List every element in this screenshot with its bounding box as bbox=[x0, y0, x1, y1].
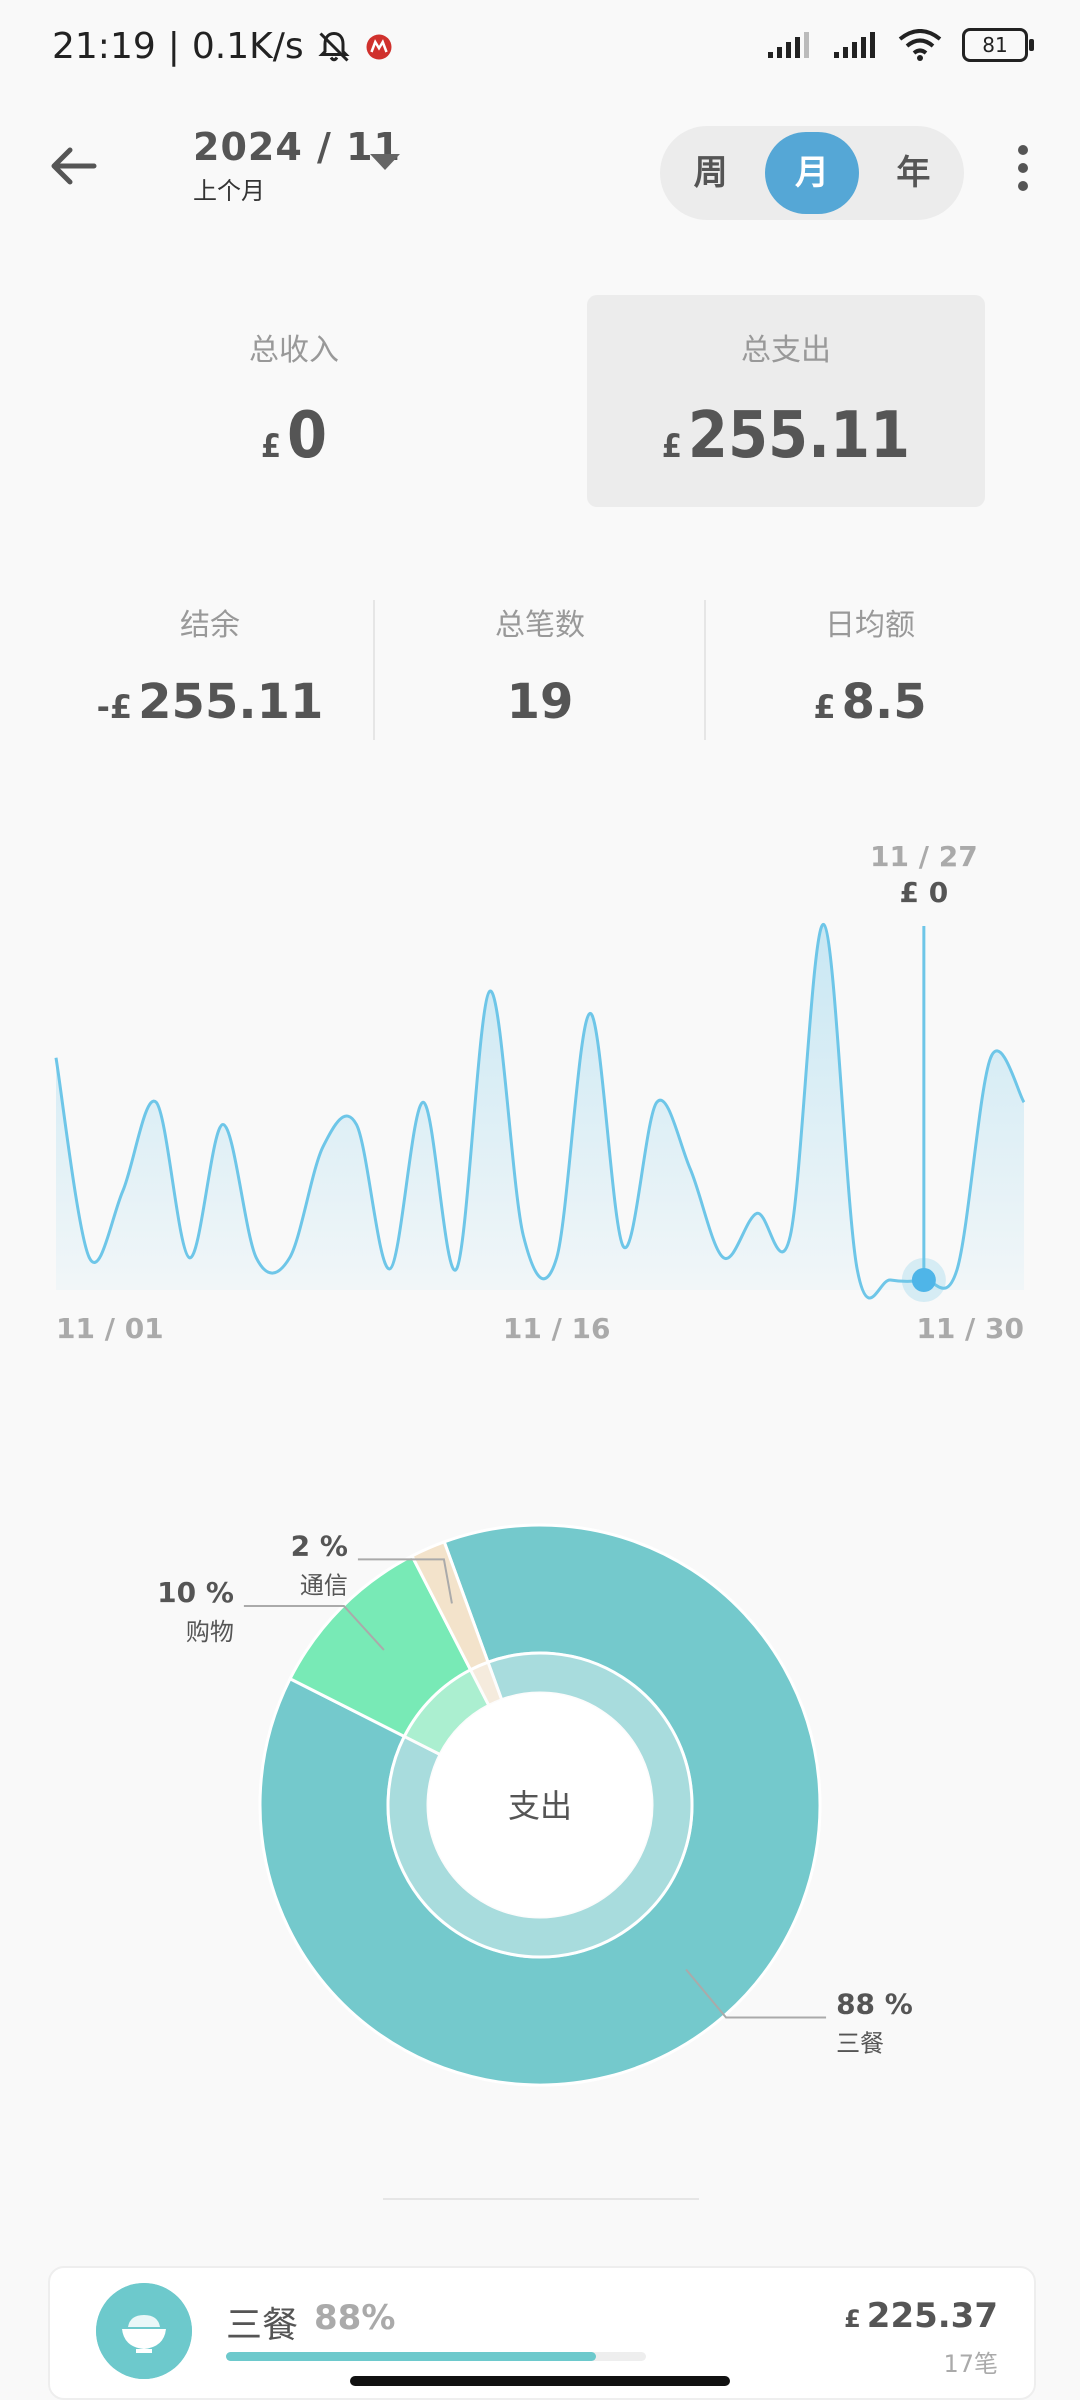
category-donut-chart[interactable]: 支出 88 % 三餐 10 % 购物 2 % 通信 bbox=[0, 1470, 1080, 2110]
stat-balance: 结余 -£ 255.11 bbox=[45, 600, 375, 730]
slice-name-label: 三餐 bbox=[836, 2030, 884, 2058]
income-currency: £ bbox=[260, 427, 281, 465]
status-time: 21:19 bbox=[52, 26, 156, 67]
rice-bowl-icon bbox=[96, 2283, 192, 2379]
category-currency: £ bbox=[844, 2305, 861, 2333]
status-speed: 0.1K/s bbox=[191, 26, 304, 67]
tooltip-value: £ 0 bbox=[900, 876, 949, 909]
daily-expense-line-chart[interactable]: 11 / 27£ 0 11 / 01 11 / 16 11 / 30 bbox=[0, 820, 1080, 1360]
slice-percent-label: 10 % bbox=[157, 1576, 234, 1609]
stats-row: 结余 -£ 255.11 总笔数 19 日均额 £8.5 bbox=[0, 600, 1080, 740]
category-progress-track bbox=[226, 2352, 646, 2361]
status-left: 21:19 | 0.1K/s bbox=[52, 26, 394, 67]
daily-label: 日均额 bbox=[825, 608, 915, 643]
donut-hole bbox=[428, 1693, 652, 1917]
stat-count: 总笔数 19 bbox=[375, 600, 705, 730]
daily-amount: 8.5 bbox=[841, 674, 927, 730]
stat-daily: 日均额 £8.5 bbox=[705, 600, 1035, 730]
more-vertical-icon[interactable] bbox=[1010, 138, 1036, 198]
x-tick-label: 11 / 16 bbox=[503, 1312, 611, 1345]
income-card[interactable]: 总收入 £0 bbox=[95, 295, 493, 507]
balance-prefix: -£ bbox=[96, 688, 133, 726]
dropdown-triangle-icon[interactable] bbox=[368, 152, 402, 172]
category-amount: £225.37 bbox=[844, 2296, 998, 2336]
expense-card[interactable]: 总支出 £255.11 bbox=[587, 295, 985, 507]
slice-name-label: 购物 bbox=[186, 1618, 234, 1646]
x-tick-label: 11 / 30 bbox=[916, 1312, 1024, 1345]
tab-month[interactable]: 月 bbox=[764, 132, 859, 214]
date-subtitle: 上个月 bbox=[193, 177, 265, 205]
x-tick-label: 11 / 01 bbox=[56, 1312, 164, 1345]
slice-percent-label: 88 % bbox=[836, 1988, 913, 2021]
category-count: 17笔 bbox=[943, 2350, 998, 2378]
daily-value: £8.5 bbox=[705, 674, 1035, 730]
period-switcher: 周 月 年 bbox=[660, 126, 964, 220]
bell-off-icon bbox=[318, 31, 350, 62]
bank-app-icon bbox=[366, 34, 392, 59]
home-indicator[interactable] bbox=[350, 2376, 730, 2386]
expense-currency: £ bbox=[661, 427, 682, 465]
income-amount: 0 bbox=[286, 399, 328, 473]
slice-name-label: 通信 bbox=[300, 1571, 348, 1599]
category-progress-fill bbox=[226, 2352, 596, 2361]
expense-value: £255.11 bbox=[587, 399, 985, 473]
income-label: 总收入 bbox=[249, 333, 339, 368]
leader-line bbox=[243, 1604, 385, 1651]
balance-value: -£ 255.11 bbox=[45, 674, 375, 730]
status-separator: | bbox=[167, 26, 180, 67]
date-picker[interactable]: 2024 / 11 上个月 bbox=[193, 125, 401, 206]
balance-amount: 255.11 bbox=[138, 674, 324, 730]
highlight-point[interactable] bbox=[911, 1268, 936, 1292]
status-right: 81 bbox=[766, 28, 1034, 62]
expense-label: 总支出 bbox=[741, 333, 831, 368]
count-label: 总笔数 bbox=[495, 608, 585, 643]
balance-label: 结余 bbox=[180, 608, 240, 643]
chart-area bbox=[56, 924, 1024, 1298]
slice-percent-label: 2 % bbox=[291, 1529, 348, 1562]
daily-prefix: £ bbox=[813, 688, 836, 726]
stat-divider bbox=[704, 600, 706, 740]
donut-center-label: 支出 bbox=[508, 1787, 572, 1825]
category-name: 三餐 bbox=[226, 2305, 299, 2346]
back-arrow-icon[interactable] bbox=[44, 136, 104, 196]
status-bar: 21:19 | 0.1K/s 81 bbox=[0, 0, 1080, 100]
header: 2024 / 11 上个月 周 月 年 bbox=[0, 120, 1080, 220]
tab-week[interactable]: 周 bbox=[693, 153, 728, 193]
battery-indicator: 81 bbox=[962, 28, 1034, 62]
wifi-icon bbox=[898, 29, 942, 61]
leader-line bbox=[357, 1558, 453, 1604]
leader-line bbox=[685, 1968, 827, 2019]
tooltip-date: 11 / 27 bbox=[870, 840, 978, 873]
section-divider bbox=[383, 2198, 699, 2200]
tab-year[interactable]: 年 bbox=[896, 153, 931, 193]
category-percent: 88% bbox=[314, 2298, 396, 2338]
category-amount-value: 225.37 bbox=[866, 2296, 998, 2336]
signal-icon bbox=[768, 32, 809, 58]
count-value: 19 bbox=[506, 674, 574, 730]
income-value: £0 bbox=[95, 399, 493, 473]
stat-divider bbox=[373, 600, 375, 740]
expense-amount: 255.11 bbox=[687, 399, 911, 473]
date-title: 2024 / 11 bbox=[193, 125, 401, 169]
signal-roaming-icon bbox=[834, 32, 875, 58]
series-line bbox=[54, 922, 1026, 1300]
